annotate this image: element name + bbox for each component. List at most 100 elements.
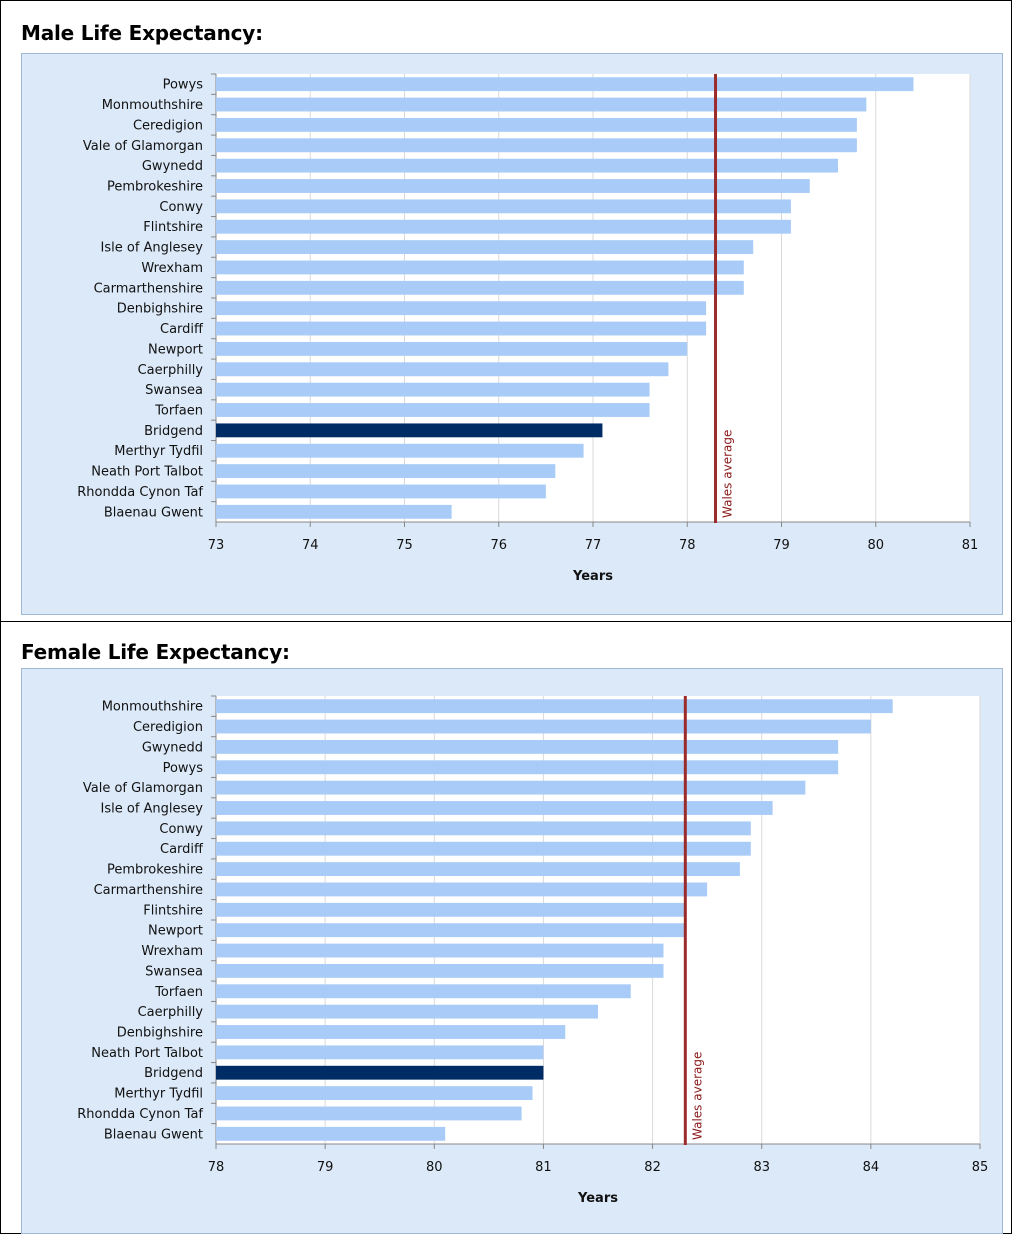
female-category-label: Torfaen xyxy=(154,985,203,1000)
female-category-label: Merthyr Tydfil xyxy=(114,1087,203,1102)
male-category-label: Newport xyxy=(148,342,203,357)
female-bar-pembrokeshire xyxy=(216,862,740,877)
female-bar-isle-of-anglesey xyxy=(216,801,773,815)
male-bar-rhondda-cynon-taf xyxy=(216,484,546,499)
female-wales-average-label: Wales average xyxy=(690,1052,704,1140)
female-category-label: Cardiff xyxy=(160,842,204,857)
female-chart-title: Female Life Expectancy: xyxy=(21,640,290,664)
male-category-label: Powys xyxy=(163,78,204,93)
male-bar-isle-of-anglesey xyxy=(216,240,754,255)
male-x-tick-label: 76 xyxy=(490,538,507,553)
male-category-label: Caerphilly xyxy=(138,363,204,378)
female-life-expectancy-chart: 78 79 80 81 82 83 84 85 Monmouthshire Ceredigion G… xyxy=(77,695,988,1206)
male-x-tick-label: 78 xyxy=(679,538,696,553)
male-x-tick-label: 81 xyxy=(962,538,979,553)
female-x-tick-label: 81 xyxy=(535,1160,552,1175)
female-category-label: Swansea xyxy=(145,964,203,979)
male-bar-bridgend xyxy=(216,423,603,438)
male-bar-swansea xyxy=(216,382,650,397)
male-category-label: Vale of Glamorgan xyxy=(83,139,203,154)
male-category-label: Merthyr Tydfil xyxy=(114,444,203,459)
female-bar-denbighshire xyxy=(216,1025,566,1039)
male-category-label: Flintshire xyxy=(143,220,203,235)
female-bar-caerphilly xyxy=(216,1004,598,1019)
male-x-tick-label: 75 xyxy=(396,538,413,553)
female-bar-wrexham xyxy=(216,943,664,958)
female-category-label: Denbighshire xyxy=(117,1026,203,1041)
male-category-label: Blaenau Gwent xyxy=(104,505,203,520)
female-bar-gwynedd xyxy=(216,739,839,754)
female-category-label: Isle of Anglesey xyxy=(101,802,204,817)
male-bar-ceredigion xyxy=(216,117,857,132)
male-bar-monmouthshire xyxy=(216,97,867,112)
female-category-label: Gwynedd xyxy=(142,740,203,755)
male-bar-merthyr-tydfil xyxy=(216,443,584,458)
male-x-axis-title: Years xyxy=(572,569,613,584)
male-category-label: Conwy xyxy=(159,200,203,215)
male-bar-torfaen xyxy=(216,403,650,417)
male-category-label: Isle of Anglesey xyxy=(101,241,204,256)
male-chart-area: 73 74 75 76 77 78 79 80 81 Powys Monmouthshire Cere… xyxy=(21,53,1003,615)
male-bar-denbighshire xyxy=(216,301,707,316)
male-bar-flintshire xyxy=(216,219,791,234)
female-bar-blaenau-gwent xyxy=(216,1126,446,1141)
male-category-label: Gwynedd xyxy=(142,159,203,174)
male-category-label: Ceredigion xyxy=(133,118,203,133)
female-bar-vale-of-glamorgan xyxy=(216,780,806,795)
female-bar-powys xyxy=(216,760,839,775)
female-category-label: Caerphilly xyxy=(138,1005,204,1020)
male-category-label: Cardiff xyxy=(160,322,204,337)
male-bar-conwy xyxy=(216,199,791,214)
female-bar-neath-port-talbot xyxy=(216,1045,544,1060)
male-category-label: Rhondda Cynon Taf xyxy=(77,485,203,500)
male-x-tick-label: 79 xyxy=(773,538,790,553)
male-x-tick-label: 80 xyxy=(867,538,884,553)
male-x-tick-label: 74 xyxy=(302,538,319,553)
female-x-tick-label: 80 xyxy=(426,1160,443,1175)
male-category-label: Torfaen xyxy=(154,404,203,419)
female-bar-bridgend xyxy=(216,1065,544,1080)
female-category-label: Rhondda Cynon Taf xyxy=(77,1107,203,1122)
male-category-label: Neath Port Talbot xyxy=(91,465,203,480)
female-bar-ceredigion xyxy=(216,719,871,734)
female-category-label: Powys xyxy=(163,761,204,776)
male-x-tick-label: 77 xyxy=(585,538,602,553)
female-x-tick-label: 82 xyxy=(644,1160,661,1175)
female-chart-area: 78 79 80 81 82 83 84 85 Monmouthshire Ceredigion G… xyxy=(21,668,1003,1234)
male-category-label: Swansea xyxy=(145,383,203,398)
male-life-expectancy-chart: 73 74 75 76 77 78 79 80 81 Powys Monmouthshire Cere… xyxy=(77,73,979,584)
female-x-tick-label: 78 xyxy=(208,1160,225,1175)
male-chart-title: Male Life Expectancy: xyxy=(21,21,263,45)
female-category-label: Monmouthshire xyxy=(102,700,203,715)
male-bar-pembrokeshire xyxy=(216,179,810,193)
male-bar-powys xyxy=(216,77,914,92)
female-bar-swansea xyxy=(216,963,664,978)
female-category-label: Vale of Glamorgan xyxy=(83,781,203,796)
female-bar-rhondda-cynon-taf xyxy=(216,1106,522,1121)
male-x-tick-label: 73 xyxy=(208,538,225,553)
female-bar-torfaen xyxy=(216,984,631,999)
female-bar-flintshire xyxy=(216,902,686,917)
female-category-label: Bridgend xyxy=(144,1066,203,1081)
male-category-label: Denbighshire xyxy=(117,302,203,317)
female-category-label: Wrexham xyxy=(141,944,203,959)
male-wales-average-label: Wales average xyxy=(721,430,735,518)
female-bar-monmouthshire xyxy=(216,699,893,714)
female-bar-newport xyxy=(216,923,686,938)
female-category-label: Conwy xyxy=(159,822,203,837)
male-category-label: Monmouthshire xyxy=(102,98,203,113)
male-bar-neath-port-talbot xyxy=(216,464,556,479)
female-bar-merthyr-tydfil xyxy=(216,1086,533,1101)
male-category-label: Wrexham xyxy=(141,261,203,276)
female-life-expectancy-panel: Female Life Expectancy: 78 79 80 81 82 83 84 85… xyxy=(0,621,1012,1234)
male-bar-vale-of-glamorgan xyxy=(216,138,857,153)
male-category-label: Carmarthenshire xyxy=(94,281,203,296)
male-bar-carmarthenshire xyxy=(216,280,744,295)
female-category-label: Ceredigion xyxy=(133,720,203,735)
female-category-label: Blaenau Gwent xyxy=(104,1127,203,1142)
male-bar-caerphilly xyxy=(216,362,669,377)
female-bar-carmarthenshire xyxy=(216,882,708,897)
female-x-tick-label: 84 xyxy=(863,1160,880,1175)
male-category-label: Pembrokeshire xyxy=(107,180,203,195)
female-category-label: Pembrokeshire xyxy=(107,863,203,878)
